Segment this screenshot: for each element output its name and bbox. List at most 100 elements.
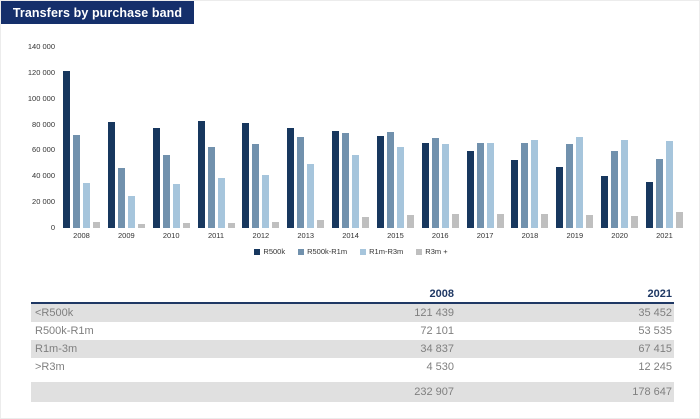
bar-2019-R1m-R3m <box>576 137 584 228</box>
row-value-2008: 121 439 <box>414 307 454 319</box>
bar-group-2017 <box>466 47 504 228</box>
legend-item-R1m-R3m: R1m-R3m <box>360 247 403 256</box>
bar-2015-R500k <box>376 136 384 228</box>
legend-item-R500k: R500k <box>254 247 285 256</box>
bar-2017-R1m-R3m <box>486 143 494 228</box>
bar-2020-R1m-R3m <box>621 140 629 228</box>
bar-2015-R1m-R3m <box>396 147 404 228</box>
bar-2013-R3m <box>317 220 325 228</box>
x-axis-label-2021: 2021 <box>656 231 673 240</box>
x-axis-label-2020: 2020 <box>611 231 628 240</box>
bar-2012-R3m <box>272 222 280 228</box>
bar-2020-R3m <box>631 216 639 228</box>
bar-2020-R500k <box>601 176 609 228</box>
bar-group-2014 <box>332 47 370 228</box>
y-axis: 140 000 120 000 100 000 80 000 60 000 40 000 2… <box>1 42 55 233</box>
bar-2011-R500k-R1m <box>207 147 215 228</box>
bar-2008-R1m-R3m <box>83 183 90 228</box>
table-total-row: 232 907 178 647 <box>31 382 674 402</box>
bar-group-2013 <box>287 47 325 228</box>
table-header-2008: 2008 <box>429 288 454 300</box>
bar-2009-R500k <box>107 122 115 228</box>
chart-title: Transfers by purchase band <box>1 1 194 24</box>
bar-group-2009 <box>107 47 145 228</box>
bar-group-2018 <box>511 47 549 228</box>
y-axis-tick-label: 40 000 <box>32 171 55 181</box>
row-value-2008: 4 530 <box>426 361 454 373</box>
bar-group-2012 <box>242 47 280 228</box>
legend-swatch-icon <box>254 248 261 255</box>
legend-label: R3m + <box>425 247 448 256</box>
bar-2014-R3m <box>362 217 370 228</box>
bar-2012-R500k <box>242 123 250 228</box>
legend-item-R3m: R3m + <box>416 247 448 256</box>
table-header-empty <box>31 294 231 296</box>
bar-2011-R3m <box>227 223 235 228</box>
bar-group-2016 <box>421 47 459 228</box>
table-header-2021: 2021 <box>647 288 672 300</box>
row-value-2008: 34 837 <box>420 343 454 355</box>
bar-2012-R1m-R3m <box>262 175 270 228</box>
x-axis-label-2009: 2009 <box>118 231 135 240</box>
bar-2016-R1m-R3m <box>441 144 449 228</box>
row-label: <R500k <box>35 307 74 319</box>
legend-item-R500k-R1m: R500k-R1m <box>298 247 347 256</box>
bar-2018-R1m-R3m <box>531 140 539 228</box>
chart-legend: R500k R500k-R1m R1m-R3m R3m + <box>1 247 700 256</box>
bar-2010-R500k <box>152 128 160 228</box>
bar-2017-R500k-R1m <box>476 143 484 228</box>
bar-2015-R3m <box>406 215 414 228</box>
bar-2016-R3m <box>451 214 459 228</box>
x-axis-label-2015: 2015 <box>387 231 404 240</box>
bar-2021-R1m-R3m <box>665 141 673 228</box>
summary-table: 2008 2021 <R500k 121 439 35 452 R500k-R1m 72… <box>31 288 674 402</box>
bar-group-2021 <box>645 47 683 228</box>
y-axis-tick-label: 100 000 <box>27 93 55 103</box>
row-label: >R3m <box>35 361 65 373</box>
bar-2009-R1m-R3m <box>127 196 135 228</box>
y-axis-tick-label: 80 000 <box>32 119 55 129</box>
row-label: R500k-R1m <box>35 325 94 337</box>
x-axis-label-2012: 2012 <box>252 231 270 240</box>
bar-2018-R500k-R1m <box>521 143 529 228</box>
bar-2014-R500k <box>332 131 340 228</box>
bar-2009-R500k-R1m <box>117 168 125 228</box>
bar-2019-R3m <box>586 215 594 228</box>
x-axis-label-2019: 2019 <box>566 231 584 240</box>
x-axis-label-2017: 2017 <box>476 231 494 240</box>
bar-2020-R500k-R1m <box>611 151 619 228</box>
bar-2008-R500k <box>63 71 70 228</box>
legend-label: R500k <box>263 247 286 256</box>
bar-2011-R500k <box>197 121 205 228</box>
x-axis-label-2013: 2013 <box>297 231 315 240</box>
bar-2021-R3m <box>675 212 683 228</box>
bar-2012-R500k-R1m <box>252 144 260 228</box>
bar-2018-R3m <box>541 214 549 228</box>
bar-2009-R3m <box>137 224 145 228</box>
bar-group-2019 <box>556 47 594 228</box>
row-value-2021: 67 415 <box>638 343 672 355</box>
y-axis-tick-label: 60 000 <box>32 145 55 155</box>
bar-group-2020 <box>601 47 639 228</box>
row-value-2021: 35 452 <box>638 307 672 319</box>
bar-2013-R500k-R1m <box>297 137 305 228</box>
bar-2016-R500k-R1m <box>431 138 439 228</box>
row-value-2021: 12 245 <box>638 361 672 373</box>
y-axis-tick-label: 120 000 <box>27 67 55 77</box>
table-row: <R500k 121 439 35 452 <box>31 304 674 322</box>
y-axis-tick-label: 0 <box>50 222 55 232</box>
table-body: <R500k 121 439 35 452 R500k-R1m 72 101 53 535… <box>31 304 674 376</box>
table-header-row: 2008 2021 <box>31 288 674 304</box>
bar-2010-R3m <box>182 223 190 228</box>
bar-2013-R1m-R3m <box>307 164 315 228</box>
legend-swatch-icon <box>298 248 305 255</box>
row-value-2008: 72 101 <box>420 325 454 337</box>
total-value-2021: 178 647 <box>632 386 672 398</box>
bar-chart-plot-area <box>63 47 683 228</box>
bar-2010-R500k-R1m <box>162 155 170 228</box>
x-axis-label-2011: 2011 <box>207 231 225 240</box>
bar-2013-R500k <box>287 128 295 228</box>
bar-2008-R3m <box>93 222 100 228</box>
bar-2016-R500k <box>421 143 429 228</box>
bar-2017-R500k <box>466 151 474 228</box>
